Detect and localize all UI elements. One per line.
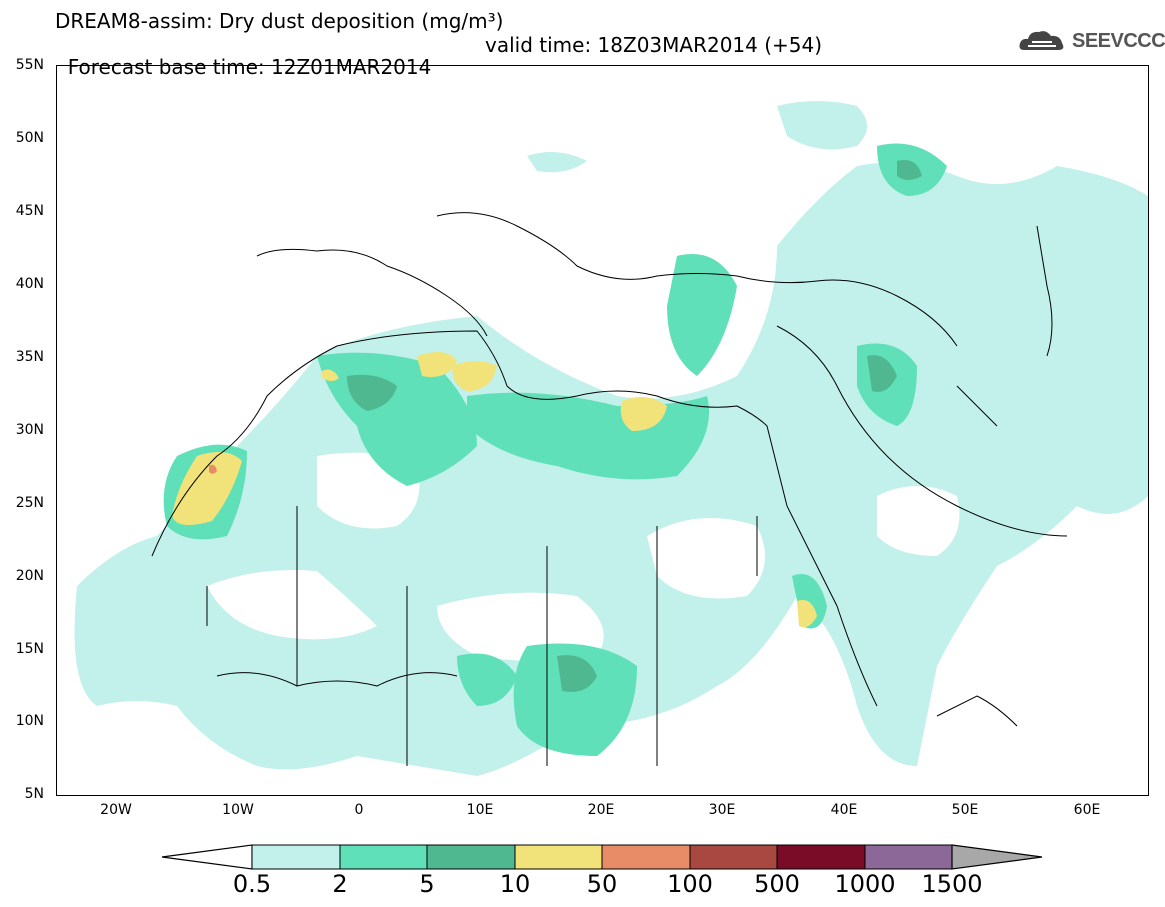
- dust-level-10: [172, 352, 817, 628]
- lat-label-40n: 40N: [15, 276, 44, 292]
- forecast-time-line: Forecast base time: 12Z01MAR2014 valid t…: [55, 34, 822, 100]
- dust-field: [74, 101, 1148, 777]
- lon-label-50e: 50E: [951, 802, 979, 818]
- map-panel: [56, 65, 1149, 796]
- colorbar-label-1000: 1000: [834, 870, 896, 898]
- lat-label-20n: 20N: [15, 568, 44, 584]
- dust-level-50: [209, 464, 217, 474]
- colorbar-label-10: 10: [499, 870, 531, 898]
- lat-label-25n: 25N: [15, 495, 44, 511]
- colorbar-bin-500: [776, 844, 866, 870]
- colorbar-lower-arrow: [161, 844, 253, 870]
- cloud-icon: [1019, 31, 1064, 50]
- seevccc-logo: SEEVCCC: [1018, 26, 1165, 56]
- lat-label-50n: 50N: [15, 130, 44, 146]
- map-title: DREAM8-assim: Dry dust deposition (mg/m³…: [55, 9, 504, 33]
- colorbar-bin-100: [689, 844, 778, 870]
- dust-level-5: [347, 160, 922, 692]
- valid-time-text: valid time: 18Z03MAR2014 (+54): [485, 33, 823, 57]
- colorbar: [161, 844, 1043, 870]
- lat-label-35n: 35N: [15, 349, 44, 365]
- colorbar-label-1500: 1500: [921, 870, 983, 898]
- lat-label-45n: 45N: [15, 203, 44, 219]
- colorbar-bin-5: [426, 844, 516, 870]
- colorbar-upper-arrow: [951, 844, 1043, 870]
- lon-label-10w: 10W: [222, 802, 254, 818]
- lon-label-20e: 20E: [587, 802, 615, 818]
- colorbar-label-5: 5: [419, 870, 435, 898]
- colorbar-label-2: 2: [332, 870, 348, 898]
- colorbar-bin-10: [514, 844, 603, 870]
- lon-label-30e: 30E: [708, 802, 736, 818]
- lon-label-0: 0: [354, 802, 364, 818]
- lon-label-20w: 20W: [100, 802, 132, 818]
- colorbar-bin-1000: [864, 844, 953, 870]
- lat-label-15n: 15N: [15, 641, 44, 657]
- colorbar-bin-2: [339, 844, 428, 870]
- colorbar-bin-0.5: [251, 844, 341, 870]
- coastlines: [151, 212, 1068, 766]
- colorbar-label-500: 500: [754, 870, 800, 898]
- lon-label-10e: 10E: [466, 802, 494, 818]
- base-time-text: Forecast base time: 12Z01MAR2014: [67, 55, 432, 79]
- lon-label-40e: 40E: [830, 802, 858, 818]
- colorbar-label-0.5: 0.5: [232, 870, 272, 898]
- colorbar-label-100: 100: [667, 870, 713, 898]
- lat-label-30n: 30N: [15, 422, 44, 438]
- colorbar-label-50: 50: [586, 870, 618, 898]
- lat-label-5n: 5N: [24, 786, 44, 802]
- colorbar-bin-50: [601, 844, 691, 870]
- lat-label-55n: 55N: [15, 57, 44, 73]
- lat-label-10n: 10N: [15, 713, 44, 729]
- lon-label-60e: 60E: [1073, 802, 1101, 818]
